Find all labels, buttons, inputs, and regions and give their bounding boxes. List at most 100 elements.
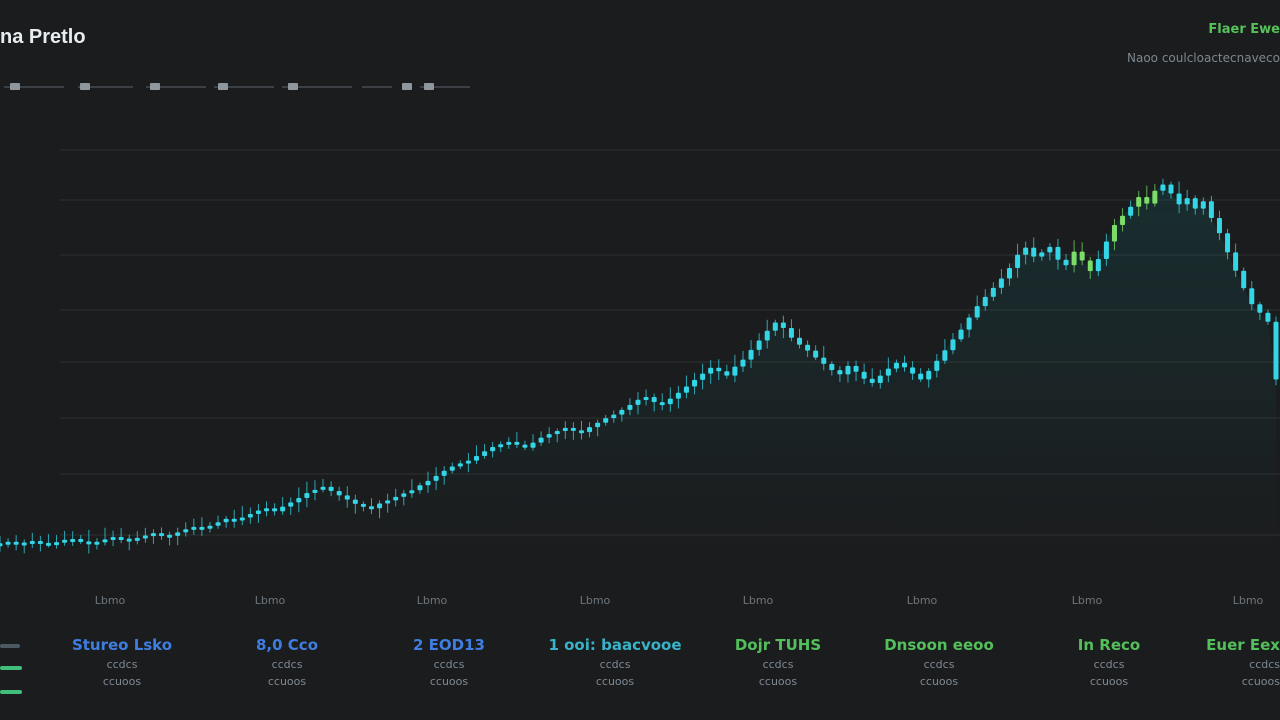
x-tick-label: Lbmo bbox=[743, 594, 774, 607]
candle bbox=[457, 460, 463, 469]
candle bbox=[893, 359, 899, 373]
stat-column: Dojr TUHS ccdcs ccuoos bbox=[703, 636, 853, 688]
stat-column: 2 EOD13 ccdcs ccuoos bbox=[374, 636, 524, 688]
tab-pip[interactable] bbox=[218, 83, 228, 90]
candle bbox=[1103, 233, 1109, 266]
candle bbox=[514, 431, 520, 449]
candle bbox=[86, 529, 92, 554]
tab-pip[interactable] bbox=[402, 83, 412, 90]
candlestick-chart[interactable]: Lbmo Lbmo Lbmo Lbmo Lbmo Lbmo Lbmo Lbmo bbox=[0, 0, 1280, 620]
candle bbox=[191, 518, 197, 535]
candle bbox=[1015, 243, 1021, 278]
candle bbox=[611, 410, 617, 423]
candle bbox=[1160, 178, 1166, 196]
candle bbox=[78, 534, 84, 545]
candle bbox=[360, 501, 366, 512]
candle bbox=[748, 340, 754, 369]
tab-strip-segment bbox=[4, 86, 64, 88]
candle bbox=[885, 357, 891, 383]
candle bbox=[708, 360, 714, 384]
candle bbox=[1265, 309, 1271, 325]
candle bbox=[764, 319, 770, 349]
tab-pip[interactable] bbox=[288, 83, 298, 90]
tab-pip[interactable] bbox=[80, 83, 90, 90]
stat-value: ccdcs bbox=[599, 658, 631, 671]
candle bbox=[498, 441, 504, 453]
stat-value: ccuoos bbox=[919, 675, 959, 688]
candle bbox=[845, 361, 851, 383]
stats-row: Stureo Lsko ccdcs ccuoos 8,0 Cco ccdcs c… bbox=[0, 636, 1280, 720]
stat-column: 8,0 Cco ccdcs ccuoos bbox=[212, 636, 362, 688]
candle bbox=[506, 437, 512, 449]
candle bbox=[659, 393, 665, 411]
tab-pip[interactable] bbox=[150, 83, 160, 90]
stat-title: 1 ooi: baacvooe bbox=[548, 636, 682, 654]
candle bbox=[5, 538, 11, 548]
candle bbox=[1152, 184, 1158, 207]
candle bbox=[1176, 181, 1182, 214]
stat-title: Dojr TUHS bbox=[734, 636, 822, 654]
candle bbox=[255, 503, 261, 523]
candle bbox=[280, 497, 286, 515]
tab-pip[interactable] bbox=[10, 83, 20, 90]
tab-strip-segment bbox=[282, 86, 352, 88]
candle bbox=[797, 328, 803, 349]
candle bbox=[1200, 197, 1206, 215]
candle bbox=[377, 500, 383, 519]
candle bbox=[635, 392, 641, 415]
stat-value: ccdcs bbox=[106, 658, 138, 671]
stat-value: ccuoos bbox=[1241, 675, 1280, 688]
header-info: Flaer Ewe Naoo coulcloactecnaveco bbox=[1080, 22, 1280, 65]
candle bbox=[974, 295, 980, 321]
candle bbox=[1144, 185, 1150, 210]
stat-title: In Reco bbox=[1077, 636, 1141, 654]
candle bbox=[1184, 189, 1190, 211]
candle bbox=[877, 369, 883, 389]
tab-strip-segment bbox=[214, 86, 274, 88]
candle bbox=[1136, 190, 1142, 217]
candle bbox=[813, 345, 819, 361]
stat-title: Dnsoon eeoo bbox=[884, 636, 994, 654]
candle bbox=[94, 538, 100, 550]
candle bbox=[1047, 243, 1053, 261]
candle bbox=[587, 422, 593, 438]
candle bbox=[1071, 240, 1077, 273]
x-tick-label: Lbmo bbox=[1072, 594, 1103, 607]
candle bbox=[21, 539, 27, 554]
stat-value: ccdcs bbox=[1249, 658, 1280, 671]
timeframe-tab-strip[interactable] bbox=[0, 80, 480, 94]
candle bbox=[482, 444, 488, 459]
candle bbox=[780, 315, 786, 339]
candle bbox=[264, 501, 270, 517]
x-tick-label: Lbmo bbox=[907, 594, 938, 607]
candle bbox=[829, 361, 835, 376]
candle bbox=[159, 527, 165, 540]
candle bbox=[772, 319, 778, 336]
candle bbox=[1192, 195, 1198, 215]
candle bbox=[223, 515, 229, 528]
candle bbox=[570, 422, 576, 440]
candle bbox=[958, 323, 964, 342]
candle bbox=[869, 368, 875, 387]
candle bbox=[13, 535, 19, 551]
candle bbox=[926, 367, 932, 388]
candle bbox=[336, 486, 342, 501]
stat-value: ccuoos bbox=[758, 675, 798, 688]
candle bbox=[183, 522, 189, 537]
price-area-fill bbox=[0, 184, 1276, 555]
stats-side-markers bbox=[0, 640, 28, 704]
x-tick-label: Lbmo bbox=[95, 594, 126, 607]
candle bbox=[288, 497, 294, 515]
candle bbox=[1233, 243, 1239, 277]
candle bbox=[312, 480, 318, 501]
candle bbox=[651, 393, 657, 412]
tab-strip-segment bbox=[78, 86, 133, 88]
candle bbox=[215, 515, 221, 529]
stat-value: ccuoos bbox=[267, 675, 307, 688]
candle bbox=[352, 494, 358, 514]
stat-value: ccuoos bbox=[595, 675, 635, 688]
candle bbox=[102, 527, 108, 546]
candle bbox=[368, 498, 374, 514]
stat-title: 2 EOD13 bbox=[413, 636, 485, 654]
tab-pip[interactable] bbox=[424, 83, 434, 90]
